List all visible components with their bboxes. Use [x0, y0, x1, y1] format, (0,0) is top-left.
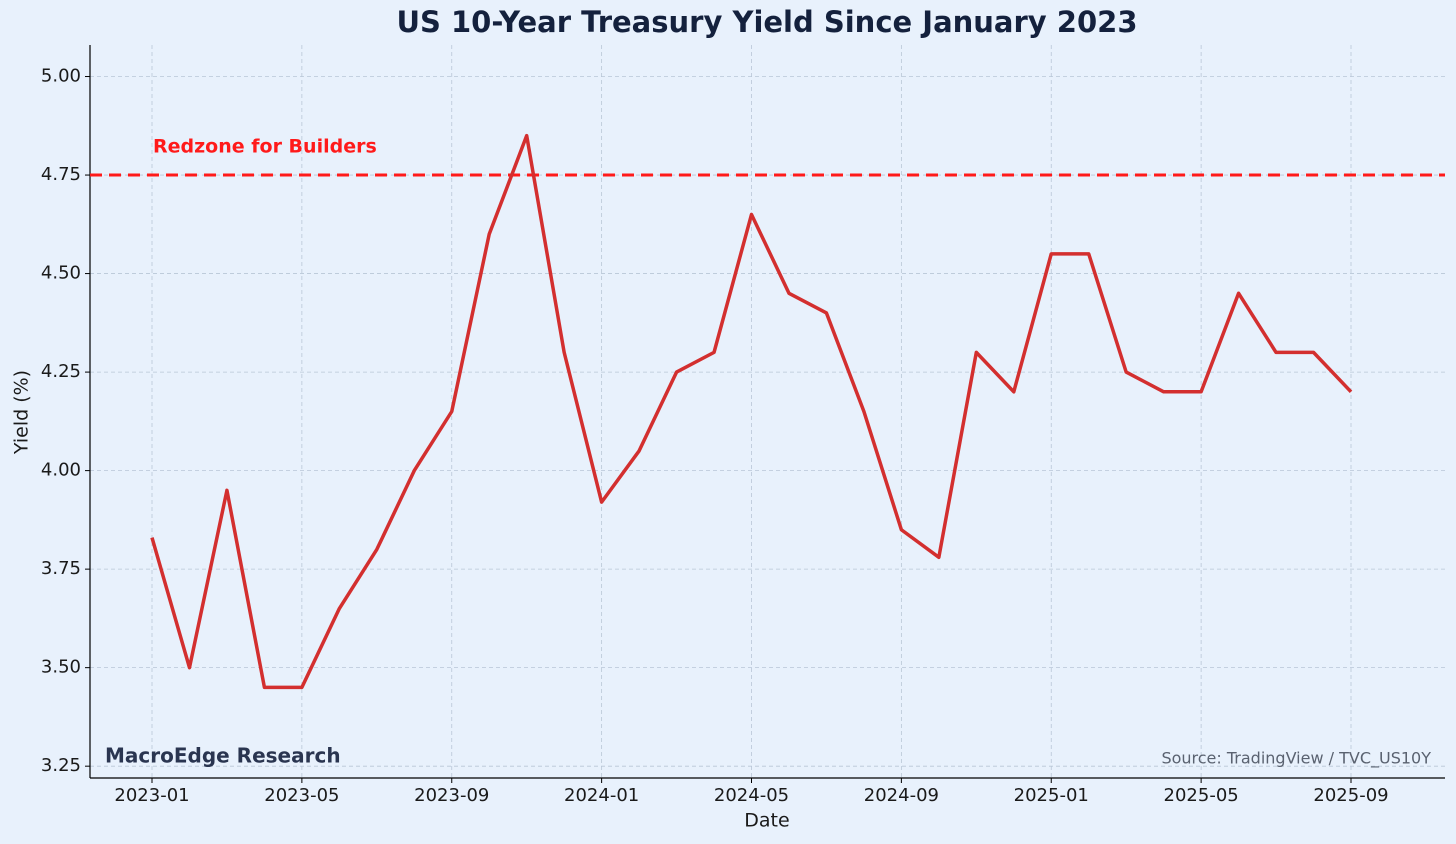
reference-label: Redzone for Builders: [153, 136, 377, 158]
x-tick-label: 2024-09: [864, 785, 939, 806]
source-note: Source: TradingView / TVC_US10Y: [1161, 749, 1431, 769]
y-tick-label: 4.75: [41, 164, 81, 185]
y-tick-label: 3.75: [41, 558, 81, 579]
x-tick-label: 2023-09: [414, 785, 489, 806]
x-tick-label: 2024-01: [564, 785, 639, 806]
x-axis-label: Date: [744, 810, 789, 832]
y-tick-label: 4.50: [41, 263, 81, 284]
y-tick-label: 4.25: [41, 361, 81, 382]
y-axis-label: Yield (%): [11, 370, 33, 455]
y-tick-label: 4.00: [41, 460, 81, 481]
y-tick-label: 5.00: [41, 66, 81, 87]
x-tick-label: 2024-05: [714, 785, 789, 806]
y-tick-label: 3.25: [41, 755, 81, 776]
x-tick-label: 2025-09: [1313, 785, 1388, 806]
watermark: MacroEdge Research: [105, 744, 341, 768]
x-tick-label: 2023-01: [114, 785, 189, 806]
y-tick-label: 3.50: [41, 657, 81, 678]
x-tick-label: 2025-01: [1014, 785, 1089, 806]
x-tick-label: 2025-05: [1164, 785, 1239, 806]
x-tick-label: 2023-05: [264, 785, 339, 806]
chart-title: US 10-Year Treasury Yield Since January …: [396, 5, 1137, 39]
line-series: [150, 133, 1353, 690]
